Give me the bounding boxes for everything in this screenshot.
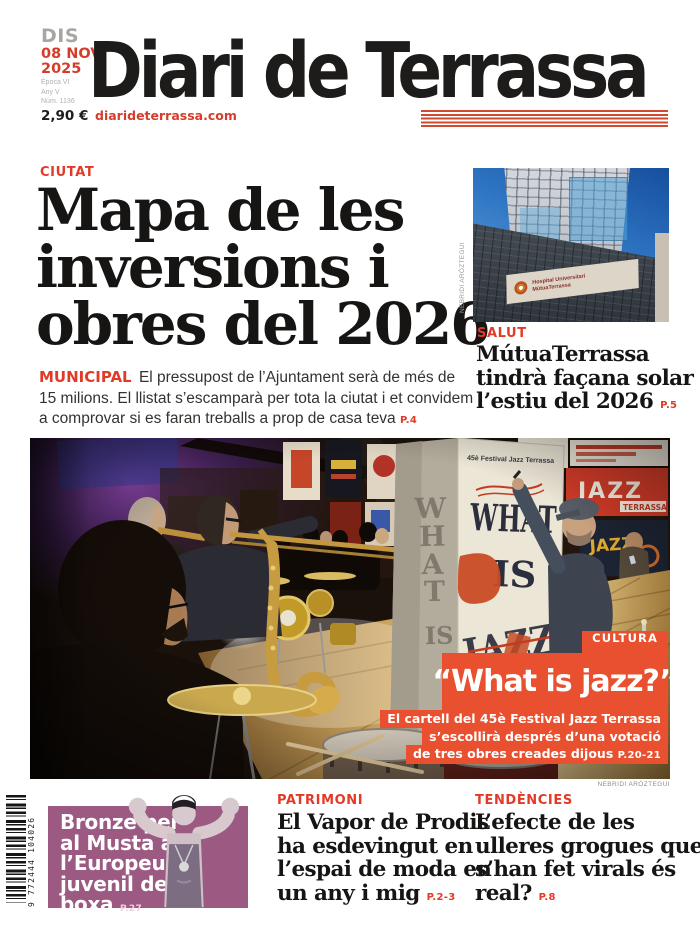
- section-label-ciutat: CIUTAT: [40, 165, 95, 180]
- boxa-headline-line: l’Europeu: [60, 851, 166, 875]
- lead-headline-line: obres del 2026: [36, 290, 491, 358]
- lead-headline-line: Mapa de les: [36, 176, 405, 244]
- boxa-headline-line: juvenil de: [60, 871, 168, 896]
- jazz-scene-illustration: 27 JAZZ TERRASSA JAZZ: [30, 438, 670, 779]
- caption-line: El cartell del 45è Festival Jazz Terrass…: [380, 710, 668, 728]
- photo-credit: NEBRIDI ARÓZTEGUI: [597, 781, 670, 788]
- tendencies-page-ref: P.8: [538, 891, 556, 903]
- salut-headline: MútuaTerrassa tindrà façana solar l’esti…: [476, 342, 694, 414]
- issue-date: 08 NOV: [41, 46, 102, 62]
- tendencies-headline-line: L’efecte de les: [475, 810, 635, 835]
- lead-headline-line: inversions i: [36, 233, 390, 301]
- patrimoni-page-ref: P.2-3: [426, 891, 456, 903]
- salut-headline-line: tindrà façana solar: [476, 365, 694, 391]
- issue-year: 2025: [41, 61, 82, 77]
- left-shadow: [30, 438, 90, 779]
- salut-headline-line: l’estiu del 2026: [476, 389, 654, 414]
- medal: [179, 861, 189, 872]
- patrimoni-headline-line: ha esdevingut en: [277, 833, 473, 859]
- boxa-headline-line: boxa: [60, 892, 114, 916]
- section-label-tendencies: TENDÈNCIES: [475, 793, 573, 808]
- tendencies-headline-line: s’han fet virals és: [475, 857, 676, 882]
- section-label-cultura: CULTURA: [582, 631, 668, 653]
- patrimoni-headline-line: un any i mig: [277, 880, 420, 906]
- lead-summary: El pressupost de l’Ajuntament serà de mé…: [39, 369, 474, 427]
- photo-credit-vertical: NEBRIDI ARÓZTEGUI: [459, 242, 466, 313]
- caption-line: s’escollirà després d’una votació: [422, 727, 668, 745]
- newspaper-title: Diari de Terrassa: [88, 26, 650, 116]
- masthead-stripes: [421, 110, 668, 128]
- website-url: diarideterrassa.com: [95, 108, 237, 123]
- barcode: 9 772444 104026: [6, 793, 44, 907]
- issue-day: DIS: [41, 25, 80, 47]
- photo-caption: El cartell del 45è Festival Jazz Terrass…: [248, 710, 668, 764]
- boxer-photo: [128, 795, 240, 908]
- issue-meta: Època VI Any V Núm. 1136: [41, 78, 75, 107]
- cultura-quote-headline: “What is jazz?”: [432, 653, 670, 710]
- issue-epoch: Època VI: [41, 79, 70, 86]
- lead-page-ref: P.4: [400, 415, 418, 426]
- section-label-salut: SALUT: [477, 326, 527, 341]
- section-label-patrimoni: PATRIMONI: [277, 793, 364, 808]
- lead-kicker: MUNICIPAL: [39, 368, 132, 386]
- patrimoni-headline-line: l’espai de moda en: [277, 857, 492, 882]
- salut-headline-line: MútuaTerrassa: [476, 342, 650, 367]
- jazz-club-photo: 27 JAZZ TERRASSA JAZZ: [30, 438, 670, 779]
- barcode-number: 9 772444 104026: [27, 816, 36, 907]
- boxa-card: Bronze per al Musta a l’Europeu juvenil …: [48, 795, 248, 914]
- scaffolding-net: [569, 177, 628, 241]
- tendencies-headline: L’efecte de les ulleres grogues que s’ha…: [475, 810, 700, 906]
- lead-deck: MUNICIPAL El pressupost de l’Ajuntament …: [39, 368, 475, 430]
- cultura-page-ref: P.20-21: [617, 750, 661, 761]
- boxa-page-ref: P.27: [119, 904, 143, 914]
- patrimoni-headline-line: El Vapor de Prodis: [277, 810, 489, 835]
- hospital-logo-icon: [514, 280, 528, 295]
- building-edge: [655, 232, 669, 322]
- boxa-headline-line: al Musta a: [60, 830, 174, 855]
- tendencies-headline-line: ulleres grogues que: [475, 833, 700, 859]
- salut-page-ref: P.5: [660, 400, 678, 411]
- caption-line: de tres obres creades dijous: [412, 746, 614, 761]
- hospital-sign-text: Hospital Universitari MútuaTerrassa: [533, 273, 586, 293]
- issue-number: Núm. 1136: [41, 98, 75, 105]
- patrimoni-headline: El Vapor de Prodis ha esdevingut en l’es…: [277, 810, 492, 906]
- tendencies-headline-line: real?: [475, 880, 532, 906]
- cover-price: 2,90 €: [41, 108, 89, 124]
- lead-headline: Mapa de les inversions i obres del 2026: [36, 176, 506, 358]
- hospital-photo: Hospital Universitari MútuaTerrassa: [473, 168, 669, 322]
- issue-any: Any V: [41, 88, 60, 96]
- barcode-bars: [6, 795, 26, 903]
